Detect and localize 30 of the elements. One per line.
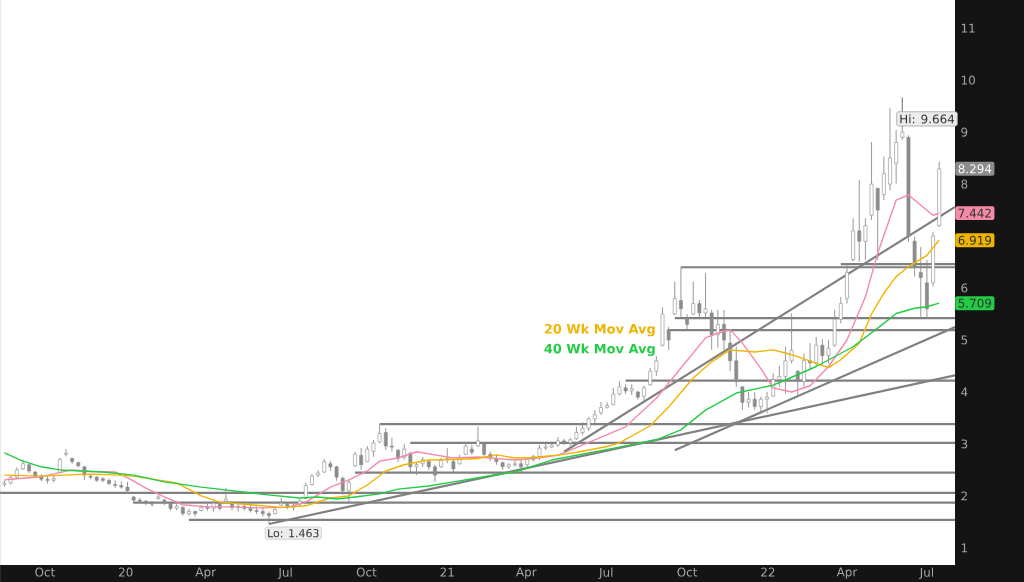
annotation: 6.919: [958, 235, 992, 245]
y-tick-label: 11: [961, 23, 975, 33]
annotation: 8.294: [958, 164, 992, 174]
x-tick-label: Apr: [195, 567, 217, 579]
annotation: Hi: 9.664: [900, 114, 955, 124]
x-tick-label: 21: [440, 567, 454, 577]
y-tick-label: 6: [961, 283, 968, 293]
annotation: 7.442: [958, 208, 991, 218]
y-tick-label: 3: [961, 439, 968, 449]
x-tick-label: Oct: [35, 567, 55, 577]
x-tick-label: 22: [761, 567, 775, 577]
y-tick-label: 5: [961, 335, 968, 345]
y-tick-label: 8: [961, 179, 968, 189]
x-tick-label: Apr: [516, 567, 537, 579]
annotation: Lo: 1.463: [268, 528, 319, 538]
annotation: 5.709: [958, 298, 992, 308]
text: 20 Wk Mov Avg: [544, 323, 655, 337]
x-tick-label: Jul: [277, 567, 292, 579]
y-tick-label: 1: [961, 543, 968, 553]
x-tick-label: Jul: [598, 567, 613, 579]
x-tick-label: Oct: [677, 567, 698, 577]
y-tick-label: 10: [961, 75, 975, 85]
x-tick-label: Jul: [919, 567, 933, 579]
text: 40 Wk Mov Avg: [544, 343, 655, 356]
x-tick-label: Oct: [356, 567, 377, 577]
y-tick-label: 9: [961, 127, 968, 137]
y-tick-label: 2: [961, 491, 967, 501]
y-tick-label: 4: [961, 387, 968, 397]
x-tick-label: 20: [118, 567, 133, 577]
x-tick-label: Apr: [836, 567, 858, 579]
